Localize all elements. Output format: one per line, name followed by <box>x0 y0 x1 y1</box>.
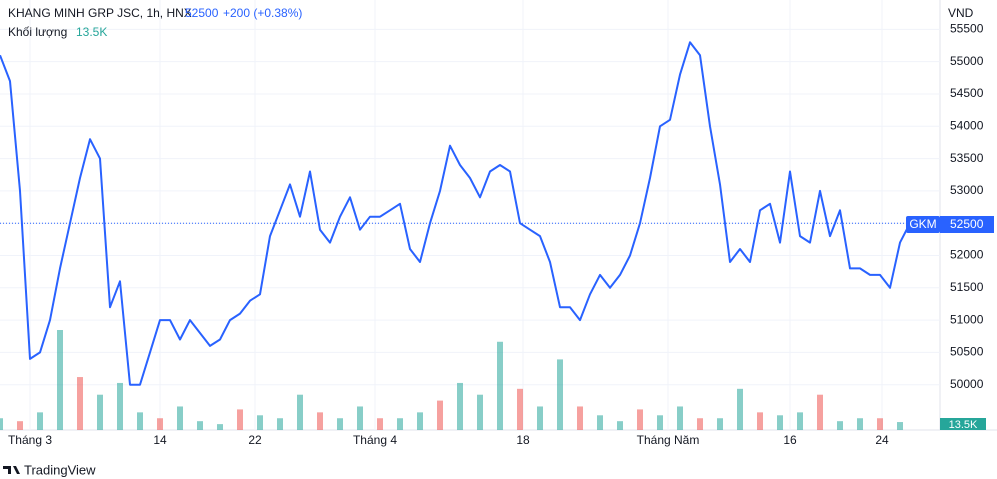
x-tick-label: 18 <box>516 433 530 447</box>
x-tick-label: 14 <box>153 433 167 447</box>
x-tick-label: Tháng 3 <box>8 433 52 447</box>
y-tick-label: 55000 <box>950 54 984 68</box>
symbol-badge-text: GKM <box>909 217 936 231</box>
volume-bar <box>617 421 623 430</box>
volume-bar <box>777 415 783 430</box>
symbol-title: KHANG MINH GRP JSC, 1h, HNX <box>8 6 192 20</box>
volume-bar <box>317 412 323 430</box>
volume-bar <box>197 421 203 430</box>
last-price: 52500 <box>185 6 219 20</box>
volume-bar <box>677 406 683 430</box>
y-tick-label: 55500 <box>950 22 984 36</box>
x-tick-label: 24 <box>875 433 889 447</box>
volume-bar <box>457 382 463 430</box>
price-badge-text: 52500 <box>950 217 984 231</box>
volume-bar <box>737 388 743 430</box>
x-tick-label: 16 <box>783 433 797 447</box>
volume-bar <box>797 412 803 430</box>
volume-badge-text: 13.5K <box>949 419 978 431</box>
volume-bar <box>177 406 183 430</box>
volume-bar <box>537 406 543 430</box>
volume-bar <box>357 406 363 430</box>
volume-bar <box>817 394 823 430</box>
y-tick-label: 51000 <box>950 312 984 326</box>
volume-bar <box>97 394 103 430</box>
volume-bar <box>397 418 403 430</box>
volume-bar <box>437 400 443 430</box>
volume-bar <box>337 418 343 430</box>
volume-badge <box>940 418 986 430</box>
volume-bar <box>217 424 223 430</box>
volume-bar <box>757 412 763 430</box>
y-tick-label: 54500 <box>950 86 984 100</box>
symbol-badge <box>906 216 940 233</box>
volume-bar <box>0 418 3 430</box>
volume-bar <box>837 421 843 430</box>
volume-bar <box>277 418 283 430</box>
volume-bar <box>877 418 883 430</box>
logo-icon <box>3 466 20 474</box>
volume-bar <box>77 377 83 430</box>
y-tick-label: 52000 <box>950 248 984 262</box>
volume-bar <box>297 394 303 430</box>
brand: TradingView <box>24 462 96 477</box>
x-tick-label: Tháng 4 <box>353 433 397 447</box>
volume-bar <box>557 359 563 430</box>
y-tick-label: 53500 <box>950 151 984 165</box>
volume-bar <box>717 418 723 430</box>
y-tick-label: 53000 <box>950 183 984 197</box>
y-tick-label: 50000 <box>950 377 984 391</box>
volume-bar <box>57 330 63 430</box>
price-change: +200 (+0.38%) <box>223 6 302 20</box>
currency: VND <box>948 6 974 20</box>
volume-bar <box>697 418 703 430</box>
volume-bar <box>37 412 43 430</box>
y-tick-label: 50500 <box>950 345 984 359</box>
price-badge <box>940 216 994 233</box>
volume-title: Khối lượng <box>8 25 67 39</box>
volume-bar <box>377 418 383 430</box>
volume-bar <box>497 341 503 430</box>
volume-bar <box>257 415 263 430</box>
volume-bar <box>657 415 663 430</box>
volume-bar <box>417 412 423 430</box>
price-line <box>0 41 911 386</box>
y-tick-label: 51500 <box>950 280 984 294</box>
volume-bar <box>517 388 523 430</box>
volume-bar <box>477 394 483 430</box>
volume-value: 13.5K <box>76 25 107 39</box>
x-tick-label: Tháng Năm <box>637 433 700 447</box>
volume-bar <box>157 418 163 430</box>
volume-bar <box>597 415 603 430</box>
x-tick-label: 22 <box>248 433 262 447</box>
volume-bar <box>577 406 583 430</box>
volume-bar <box>137 412 143 430</box>
volume-bar <box>897 422 903 430</box>
volume-bar <box>857 418 863 430</box>
volume-bar <box>637 409 643 430</box>
volume-bar <box>117 382 123 430</box>
y-tick-label: 54000 <box>950 118 984 132</box>
volume-bar <box>237 409 243 430</box>
volume-bar <box>17 421 23 430</box>
